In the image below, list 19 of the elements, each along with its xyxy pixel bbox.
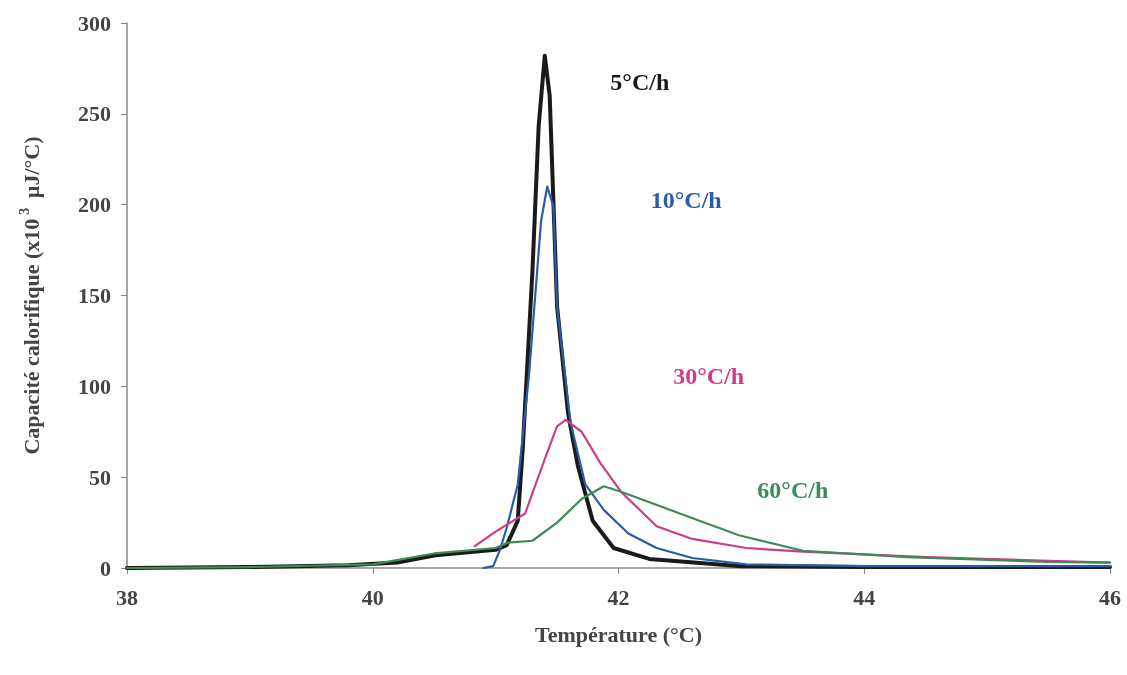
line-series [482,185,1112,570]
y-tick-label: 300 [78,10,111,36]
y-tick-label: 200 [78,192,111,218]
text: 5°C/h [610,68,670,95]
x-tick-label: 42 [607,584,630,610]
y-axis-title: Capacité calorifique (x103 µJ/°C) [16,136,44,455]
x-axis-title: Température (°C) [534,621,703,647]
y-tick-label: 0 [100,555,111,581]
x-tick-label: 38 [116,584,138,610]
y-tick-label: 50 [89,464,111,490]
x-tick-label: 44 [853,584,876,610]
y-tick-label: 100 [78,373,111,399]
text: 10°C/h [650,186,722,213]
series-label: 60°C/h [757,477,829,504]
x-tick-label: 46 [1099,584,1121,610]
y-tick-label: 150 [78,283,111,308]
x-tick-label: 40 [361,584,384,610]
y-tick-label: 250 [78,101,111,127]
text: 30°C/h [673,362,745,389]
